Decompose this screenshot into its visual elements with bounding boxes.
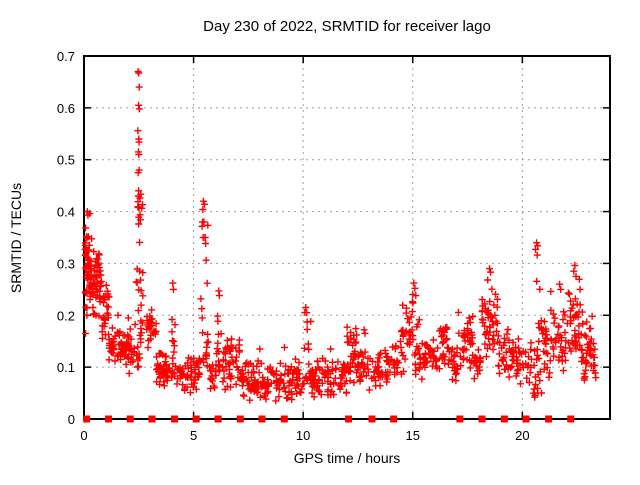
baseline-square-markers bbox=[83, 415, 575, 423]
svg-text:0.1: 0.1 bbox=[57, 360, 75, 375]
svg-text:0.3: 0.3 bbox=[57, 256, 75, 271]
scatter-points bbox=[81, 68, 600, 405]
svg-text:0: 0 bbox=[80, 428, 87, 443]
svg-text:20: 20 bbox=[515, 428, 529, 443]
y-axis-label: SRMTID / TECUs bbox=[8, 183, 24, 293]
svg-text:5: 5 bbox=[190, 428, 197, 443]
x-axis-label: GPS time / hours bbox=[294, 450, 401, 466]
svg-text:0.2: 0.2 bbox=[57, 308, 75, 323]
y-tick-labels: 0 0.1 0.2 0.3 0.4 0.5 0.6 0.7 bbox=[57, 49, 75, 427]
grid-lines bbox=[84, 56, 610, 419]
svg-text:0.7: 0.7 bbox=[57, 49, 75, 64]
svg-text:0.5: 0.5 bbox=[57, 153, 75, 168]
chart-title: Day 230 of 2022, SRMTID for receiver lag… bbox=[203, 18, 491, 35]
svg-text:0: 0 bbox=[68, 412, 75, 427]
x-tick-labels: 0 5 10 15 20 bbox=[80, 428, 529, 443]
svg-text:10: 10 bbox=[296, 428, 310, 443]
svg-text:0.6: 0.6 bbox=[57, 101, 75, 116]
svg-text:15: 15 bbox=[406, 428, 420, 443]
svg-text:0.4: 0.4 bbox=[57, 205, 75, 220]
